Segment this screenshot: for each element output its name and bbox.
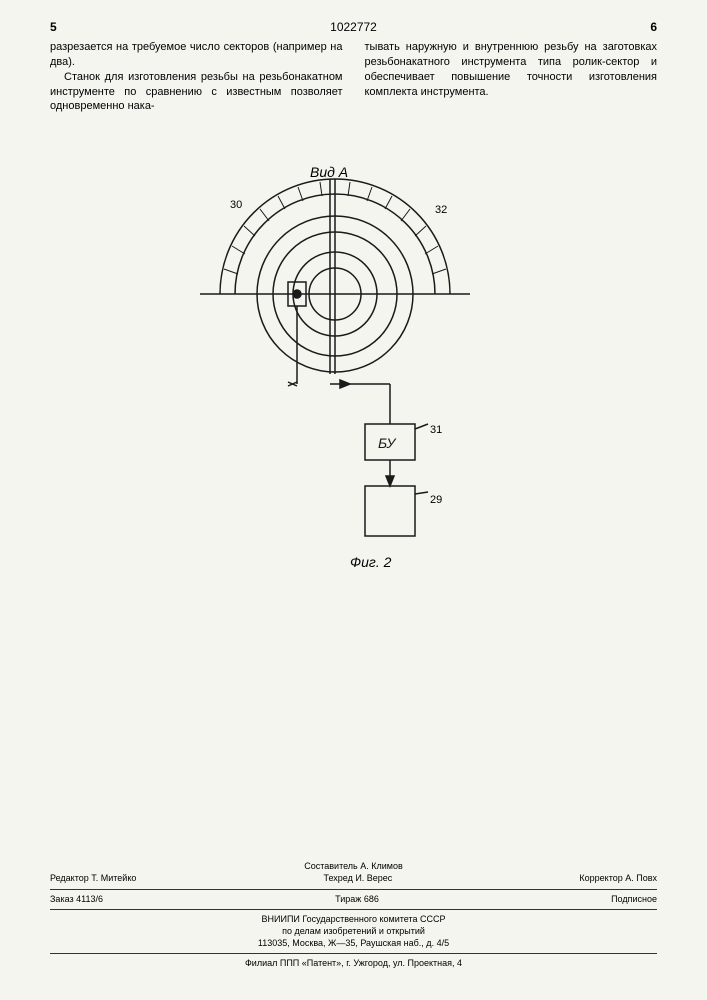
footer-divider-1 bbox=[50, 889, 657, 890]
footer-divider-3 bbox=[50, 953, 657, 954]
footer-org1: ВНИИПИ Государственного комитета СССР bbox=[50, 914, 657, 926]
footer-credits-row: Редактор Т. Митейко Техред И. Верес Корр… bbox=[50, 873, 657, 885]
footer-order: Заказ 4113/6 bbox=[50, 894, 103, 906]
page-number-left: 5 bbox=[50, 20, 57, 34]
figure-caption: Фиг. 2 bbox=[350, 554, 391, 570]
footer-sub: Подписное bbox=[611, 894, 657, 906]
document-number: 1022772 bbox=[330, 20, 377, 34]
footer-addr1: 113035, Москва, Ж—35, Раушская наб., д. … bbox=[50, 938, 657, 950]
diagram-area: Вид А 30 32 31 29 bbox=[50, 154, 657, 604]
col1-paragraph-2: Станок для изготовления резьбы на резьбо… bbox=[50, 70, 343, 115]
technical-diagram: БУ bbox=[180, 154, 530, 554]
footer-tirage: Тираж 686 bbox=[335, 894, 379, 906]
block-bu-text: БУ bbox=[378, 435, 397, 451]
page-number-right: 6 bbox=[650, 20, 657, 34]
footer-order-row: Заказ 4113/6 Тираж 686 Подписное bbox=[50, 894, 657, 906]
footer-editor: Редактор Т. Митейко bbox=[50, 873, 136, 885]
text-columns: разрезается на требуемое число секторов … bbox=[50, 40, 657, 114]
footer-tech: Техред И. Верес bbox=[323, 873, 392, 885]
footer-compiler: Составитель А. Климов bbox=[50, 861, 657, 873]
col1-paragraph-1: разрезается на требуемое число секторов … bbox=[50, 41, 343, 68]
footer-addr2: Филиал ППП «Патент», г. Ужгород, ул. Про… bbox=[50, 958, 657, 970]
header-row: 5 1022772 6 bbox=[50, 20, 657, 34]
column-left: разрезается на требуемое число секторов … bbox=[50, 40, 343, 114]
footer: Составитель А. Климов Редактор Т. Митейк… bbox=[50, 861, 657, 970]
page: 5 1022772 6 разрезается на требуемое чис… bbox=[0, 0, 707, 1000]
footer-org2: по делам изобретений и открытий bbox=[50, 926, 657, 938]
footer-corrector: Корректор А. Повх bbox=[579, 873, 657, 885]
col2-paragraph-1: тывать наружную и внутреннюю резьбу на з… bbox=[365, 41, 658, 98]
column-right: тывать наружную и внутреннюю резьбу на з… bbox=[365, 40, 658, 114]
footer-divider-2 bbox=[50, 909, 657, 910]
